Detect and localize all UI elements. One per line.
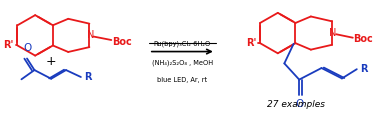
Text: Boc: Boc: [353, 34, 373, 44]
Text: O: O: [295, 99, 303, 109]
Text: Ru(bpy)₃Cl₂·6H₂O: Ru(bpy)₃Cl₂·6H₂O: [154, 40, 211, 47]
Text: N: N: [87, 30, 94, 40]
Text: N: N: [329, 28, 337, 38]
Text: R': R': [3, 40, 14, 51]
Text: R: R: [360, 64, 367, 74]
Text: (NH₄)₂S₂O₈ , MeOH: (NH₄)₂S₂O₈ , MeOH: [152, 60, 213, 66]
Text: R': R': [246, 38, 256, 48]
Text: R: R: [84, 72, 91, 82]
Text: 27 examples: 27 examples: [267, 100, 325, 109]
Text: O: O: [23, 43, 31, 53]
Text: Boc: Boc: [112, 37, 132, 47]
Text: blue LED, Ar, rt: blue LED, Ar, rt: [157, 77, 208, 83]
Text: +: +: [46, 55, 56, 68]
